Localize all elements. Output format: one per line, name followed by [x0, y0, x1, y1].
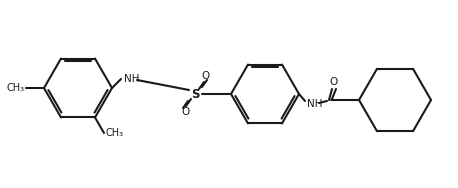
- Text: NH: NH: [307, 99, 322, 109]
- Text: O: O: [329, 77, 337, 87]
- Text: NH: NH: [124, 74, 140, 84]
- Text: CH₃: CH₃: [105, 128, 123, 138]
- Text: S: S: [191, 87, 199, 101]
- Text: O: O: [201, 71, 209, 81]
- Text: CH₃: CH₃: [7, 83, 25, 93]
- Text: O: O: [181, 107, 189, 117]
